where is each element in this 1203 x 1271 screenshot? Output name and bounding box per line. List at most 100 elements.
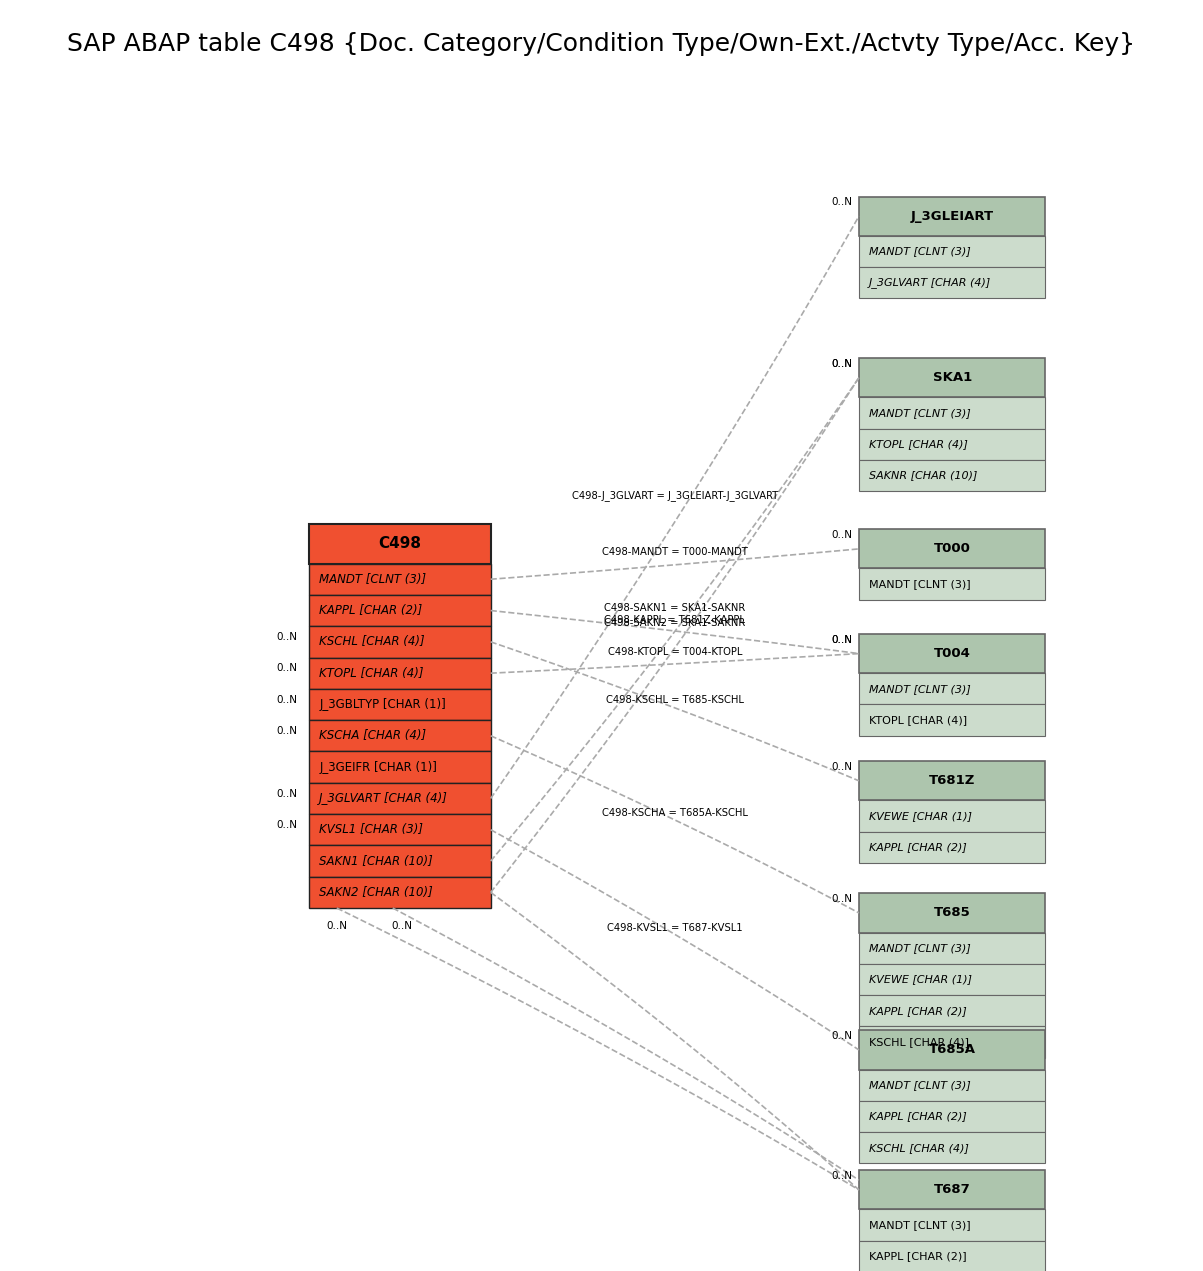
Text: SAKN2 [CHAR (10)]: SAKN2 [CHAR (10)] [319,886,433,899]
Bar [859,634,1045,674]
Text: T000: T000 [934,543,971,555]
Text: T685: T685 [934,906,971,919]
Bar [859,267,1045,299]
Text: J_3GEIFR [CHAR (1)]: J_3GEIFR [CHAR (1)] [319,760,437,774]
Text: KSCHA [CHAR (4)]: KSCHA [CHAR (4)] [319,730,426,742]
Text: 0..N: 0..N [277,663,297,674]
Bar [309,721,491,751]
Bar [859,568,1045,600]
Text: MANDT [CLNT (3)]: MANDT [CLNT (3)] [870,247,971,257]
Text: KTOPL [CHAR (4)]: KTOPL [CHAR (4)] [870,716,967,726]
Text: C498-SAKN1 = SKA1-SAKNR: C498-SAKN1 = SKA1-SAKNR [604,602,746,613]
Bar [309,751,491,783]
Bar [309,783,491,815]
Bar [859,235,1045,267]
Text: C498: C498 [378,536,421,552]
Text: 0..N: 0..N [831,1031,853,1041]
Bar [859,1069,1045,1101]
Text: SAKNR [CHAR (10)]: SAKNR [CHAR (10)] [870,470,978,480]
Text: KVEWE [CHAR (1)]: KVEWE [CHAR (1)] [870,811,972,821]
Text: KAPPL [CHAR (2)]: KAPPL [CHAR (2)] [870,1112,967,1121]
Bar [859,428,1045,460]
Bar [859,894,1045,933]
Text: SAP ABAP table C498 {Doc. Category/Condition Type/Own-Ext./Actvty Type/Acc. Key}: SAP ABAP table C498 {Doc. Category/Condi… [67,32,1136,56]
Text: MANDT [CLNT (3)]: MANDT [CLNT (3)] [319,573,426,586]
Text: C498-KSCHA = T685A-KSCHL: C498-KSCHA = T685A-KSCHL [602,807,748,817]
Bar [309,877,491,907]
Bar [859,529,1045,568]
Bar [859,933,1045,963]
Text: KAPPL [CHAR (2)]: KAPPL [CHAR (2)] [870,843,967,853]
Bar [859,831,1045,863]
Text: 0..N: 0..N [277,632,297,642]
Text: 0..N: 0..N [831,1171,853,1181]
Text: MANDT [CLNT (3)]: MANDT [CLNT (3)] [870,684,971,694]
Text: C498-KVSL1 = T687-KVSL1: C498-KVSL1 = T687-KVSL1 [608,923,742,933]
Text: KSCHL [CHAR (4)]: KSCHL [CHAR (4)] [870,1143,970,1153]
Text: 0..N: 0..N [831,895,853,904]
Bar [859,1101,1045,1132]
Bar [859,1210,1045,1240]
Text: 0..N: 0..N [277,788,297,798]
Text: 0..N: 0..N [392,920,413,930]
Text: MANDT [CLNT (3)]: MANDT [CLNT (3)] [870,408,971,418]
Bar [859,963,1045,995]
Text: MANDT [CLNT (3)]: MANDT [CLNT (3)] [870,943,971,953]
Bar [859,358,1045,397]
Bar [309,815,491,845]
Text: MANDT [CLNT (3)]: MANDT [CLNT (3)] [870,1080,971,1091]
Text: KAPPL [CHAR (2)]: KAPPL [CHAR (2)] [319,604,422,616]
Text: SAKN1 [CHAR (10)]: SAKN1 [CHAR (10)] [319,854,433,868]
Bar [859,1027,1045,1057]
Text: 0..N: 0..N [831,358,853,369]
Bar [309,657,491,689]
Text: 0..N: 0..N [831,763,853,771]
Bar [859,197,1045,235]
Text: C498-KAPPL = T681Z-KAPPL: C498-KAPPL = T681Z-KAPPL [604,615,745,625]
Text: 0..N: 0..N [831,530,853,540]
Text: J_3GLEIART: J_3GLEIART [911,210,994,222]
Text: 0..N: 0..N [277,694,297,704]
Text: T681Z: T681Z [929,774,976,787]
Text: KAPPL [CHAR (2)]: KAPPL [CHAR (2)] [870,1005,967,1016]
Bar [309,525,491,563]
Bar [309,627,491,657]
Bar [859,397,1045,428]
Bar [859,1171,1045,1210]
Bar [859,674,1045,704]
Text: SKA1: SKA1 [932,371,972,384]
Bar [859,1132,1045,1163]
Text: KSCHL [CHAR (4)]: KSCHL [CHAR (4)] [870,1037,970,1047]
Text: 0..N: 0..N [831,636,853,644]
Text: 0..N: 0..N [277,726,297,736]
Text: KSCHL [CHAR (4)]: KSCHL [CHAR (4)] [319,636,425,648]
Text: KTOPL [CHAR (4)]: KTOPL [CHAR (4)] [870,440,968,449]
Text: J_3GLVART [CHAR (4)]: J_3GLVART [CHAR (4)] [319,792,448,805]
Text: KVSL1 [CHAR (3)]: KVSL1 [CHAR (3)] [319,824,423,836]
Text: C498-KSCHL = T685-KSCHL: C498-KSCHL = T685-KSCHL [606,694,743,704]
Text: C498-MANDT = T000-MANDT: C498-MANDT = T000-MANDT [602,548,748,557]
Bar [859,460,1045,491]
Text: T004: T004 [934,647,971,660]
Text: MANDT [CLNT (3)]: MANDT [CLNT (3)] [870,580,971,590]
Bar [859,1031,1045,1069]
Text: 0..N: 0..N [831,358,853,369]
Text: 0..N: 0..N [831,197,853,207]
Bar [859,704,1045,736]
Text: KVEWE [CHAR (1)]: KVEWE [CHAR (1)] [870,975,972,985]
Text: KAPPL [CHAR (2)]: KAPPL [CHAR (2)] [870,1252,967,1261]
Bar [309,563,491,595]
Text: C498-SAKN2 = SKA1-SAKNR: C498-SAKN2 = SKA1-SAKNR [604,618,746,628]
Bar [859,1240,1045,1271]
Bar [309,845,491,877]
Bar [859,761,1045,801]
Text: T687: T687 [934,1183,971,1196]
Text: 0..N: 0..N [831,636,853,644]
Text: 0..N: 0..N [277,820,297,830]
Text: 0..N: 0..N [326,920,348,930]
Text: J_3GBLTYP [CHAR (1)]: J_3GBLTYP [CHAR (1)] [319,698,446,710]
Text: C498-KTOPL = T004-KTOPL: C498-KTOPL = T004-KTOPL [608,647,742,657]
Bar [859,801,1045,831]
Bar [309,595,491,627]
Bar [859,995,1045,1027]
